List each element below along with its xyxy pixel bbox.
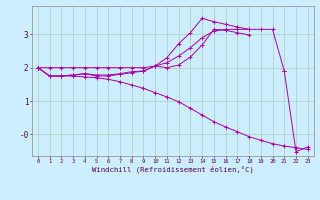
X-axis label: Windchill (Refroidissement éolien,°C): Windchill (Refroidissement éolien,°C): [92, 166, 254, 173]
